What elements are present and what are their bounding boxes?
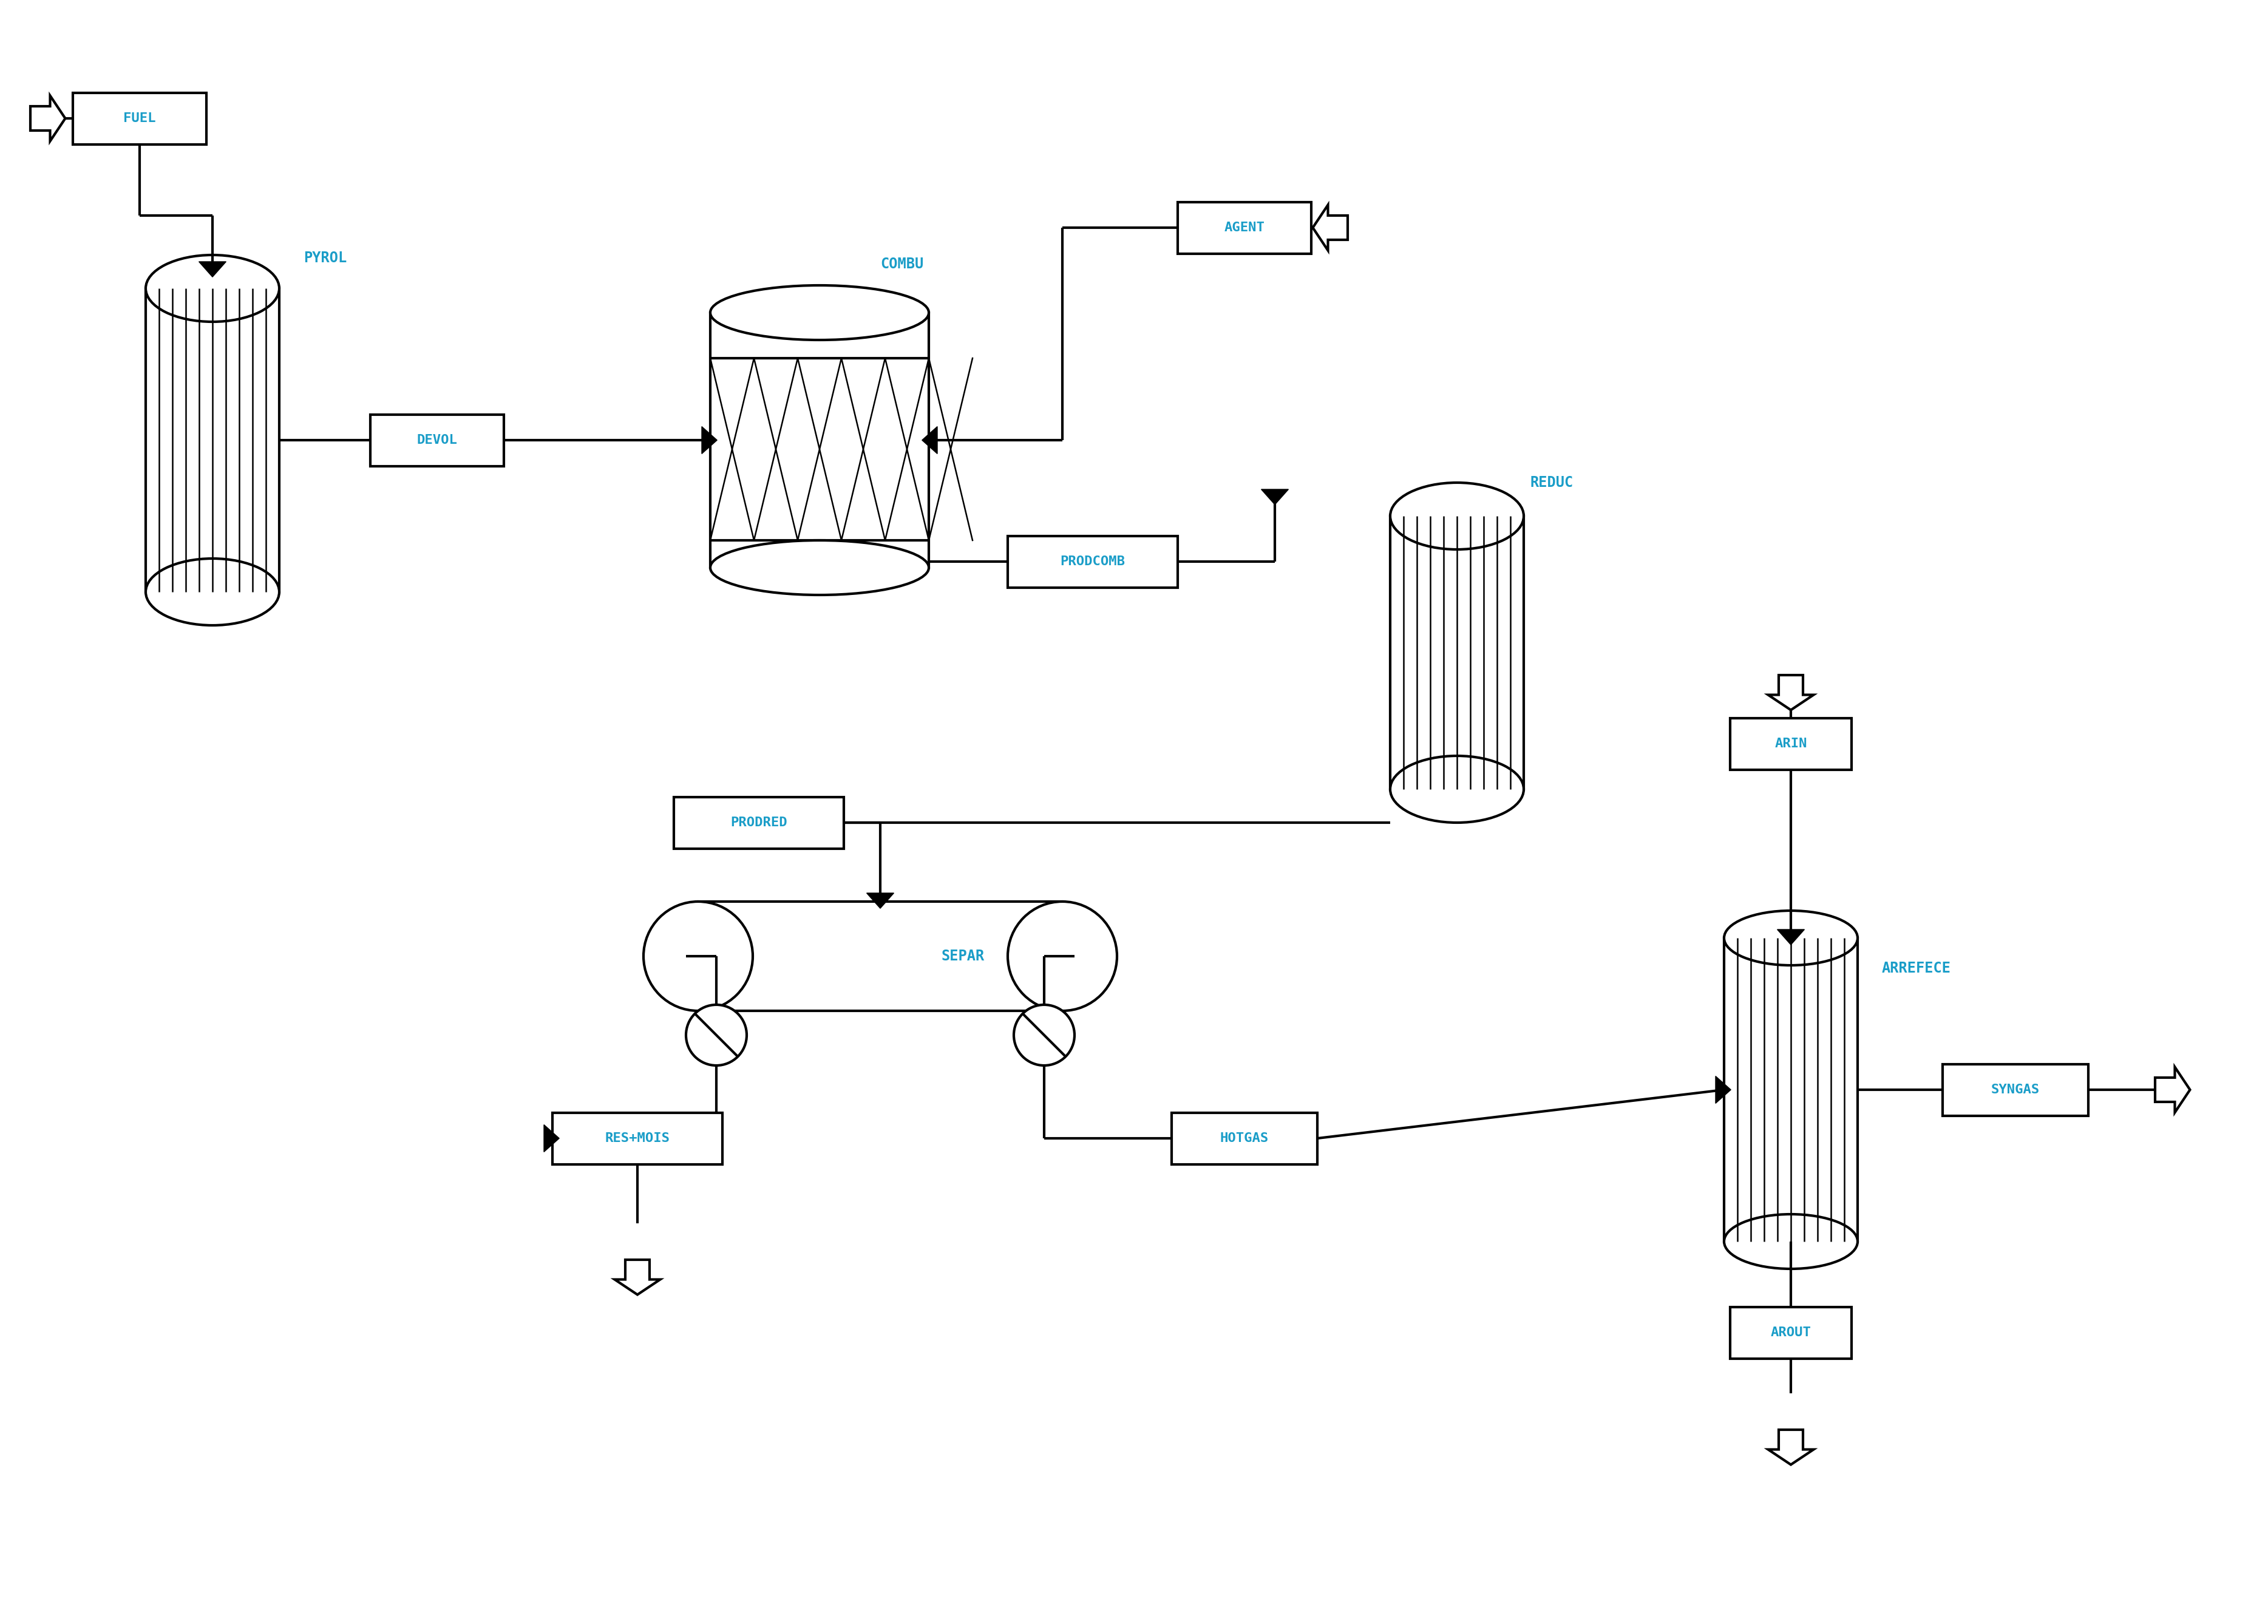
Polygon shape bbox=[701, 427, 717, 453]
Bar bbox=[1173, 1112, 1318, 1164]
Polygon shape bbox=[615, 1260, 660, 1294]
Polygon shape bbox=[2155, 1067, 2191, 1112]
Ellipse shape bbox=[1007, 901, 1118, 1010]
Polygon shape bbox=[1715, 1077, 1730, 1103]
Ellipse shape bbox=[1724, 1215, 1857, 1268]
Ellipse shape bbox=[1390, 482, 1524, 549]
Polygon shape bbox=[923, 427, 937, 453]
Bar bbox=[370, 414, 503, 466]
Bar bbox=[1730, 718, 1851, 770]
Polygon shape bbox=[200, 261, 227, 278]
Text: PYROL: PYROL bbox=[304, 250, 347, 265]
Text: REDUC: REDUC bbox=[1531, 476, 1574, 490]
Bar bbox=[553, 1112, 723, 1164]
Ellipse shape bbox=[644, 901, 753, 1010]
Polygon shape bbox=[1313, 205, 1347, 250]
Bar bbox=[1944, 1064, 2089, 1116]
Ellipse shape bbox=[1390, 755, 1524, 823]
Bar bbox=[1007, 536, 1177, 588]
Polygon shape bbox=[1769, 1429, 1814, 1465]
Text: AROUT: AROUT bbox=[1771, 1327, 1812, 1338]
Text: ARREFECE: ARREFECE bbox=[1882, 961, 1950, 976]
Bar bbox=[1177, 201, 1311, 253]
Bar bbox=[145, 289, 279, 591]
Ellipse shape bbox=[145, 255, 279, 322]
Ellipse shape bbox=[710, 541, 930, 594]
Polygon shape bbox=[29, 96, 66, 141]
Bar bbox=[699, 901, 1061, 1010]
Ellipse shape bbox=[1724, 911, 1857, 965]
Text: SYNGAS: SYNGAS bbox=[1991, 1083, 2039, 1096]
Polygon shape bbox=[1261, 489, 1288, 505]
Text: PRODRED: PRODRED bbox=[730, 817, 787, 828]
Text: AGENT: AGENT bbox=[1225, 221, 1266, 234]
Bar bbox=[1390, 516, 1524, 789]
Bar bbox=[73, 93, 206, 145]
Ellipse shape bbox=[145, 559, 279, 625]
Text: COMBU: COMBU bbox=[880, 257, 923, 271]
Bar bbox=[1724, 939, 1857, 1241]
Text: FUEL: FUEL bbox=[122, 112, 156, 125]
Bar bbox=[1730, 1307, 1851, 1358]
Text: RES+MOIS: RES+MOIS bbox=[606, 1132, 669, 1145]
Circle shape bbox=[685, 1005, 746, 1065]
Polygon shape bbox=[544, 1125, 560, 1151]
Bar bbox=[710, 313, 930, 568]
Circle shape bbox=[1014, 1005, 1075, 1065]
Polygon shape bbox=[1778, 929, 1805, 945]
Polygon shape bbox=[1769, 676, 1814, 710]
Ellipse shape bbox=[710, 286, 930, 339]
Text: ARIN: ARIN bbox=[1774, 737, 1808, 750]
Text: HOTGAS: HOTGAS bbox=[1220, 1132, 1268, 1145]
Text: SEPAR: SEPAR bbox=[941, 948, 984, 963]
Polygon shape bbox=[866, 893, 894, 908]
Text: PRODCOMB: PRODCOMB bbox=[1059, 555, 1125, 568]
Bar bbox=[674, 797, 844, 848]
Text: DEVOL: DEVOL bbox=[417, 434, 458, 447]
